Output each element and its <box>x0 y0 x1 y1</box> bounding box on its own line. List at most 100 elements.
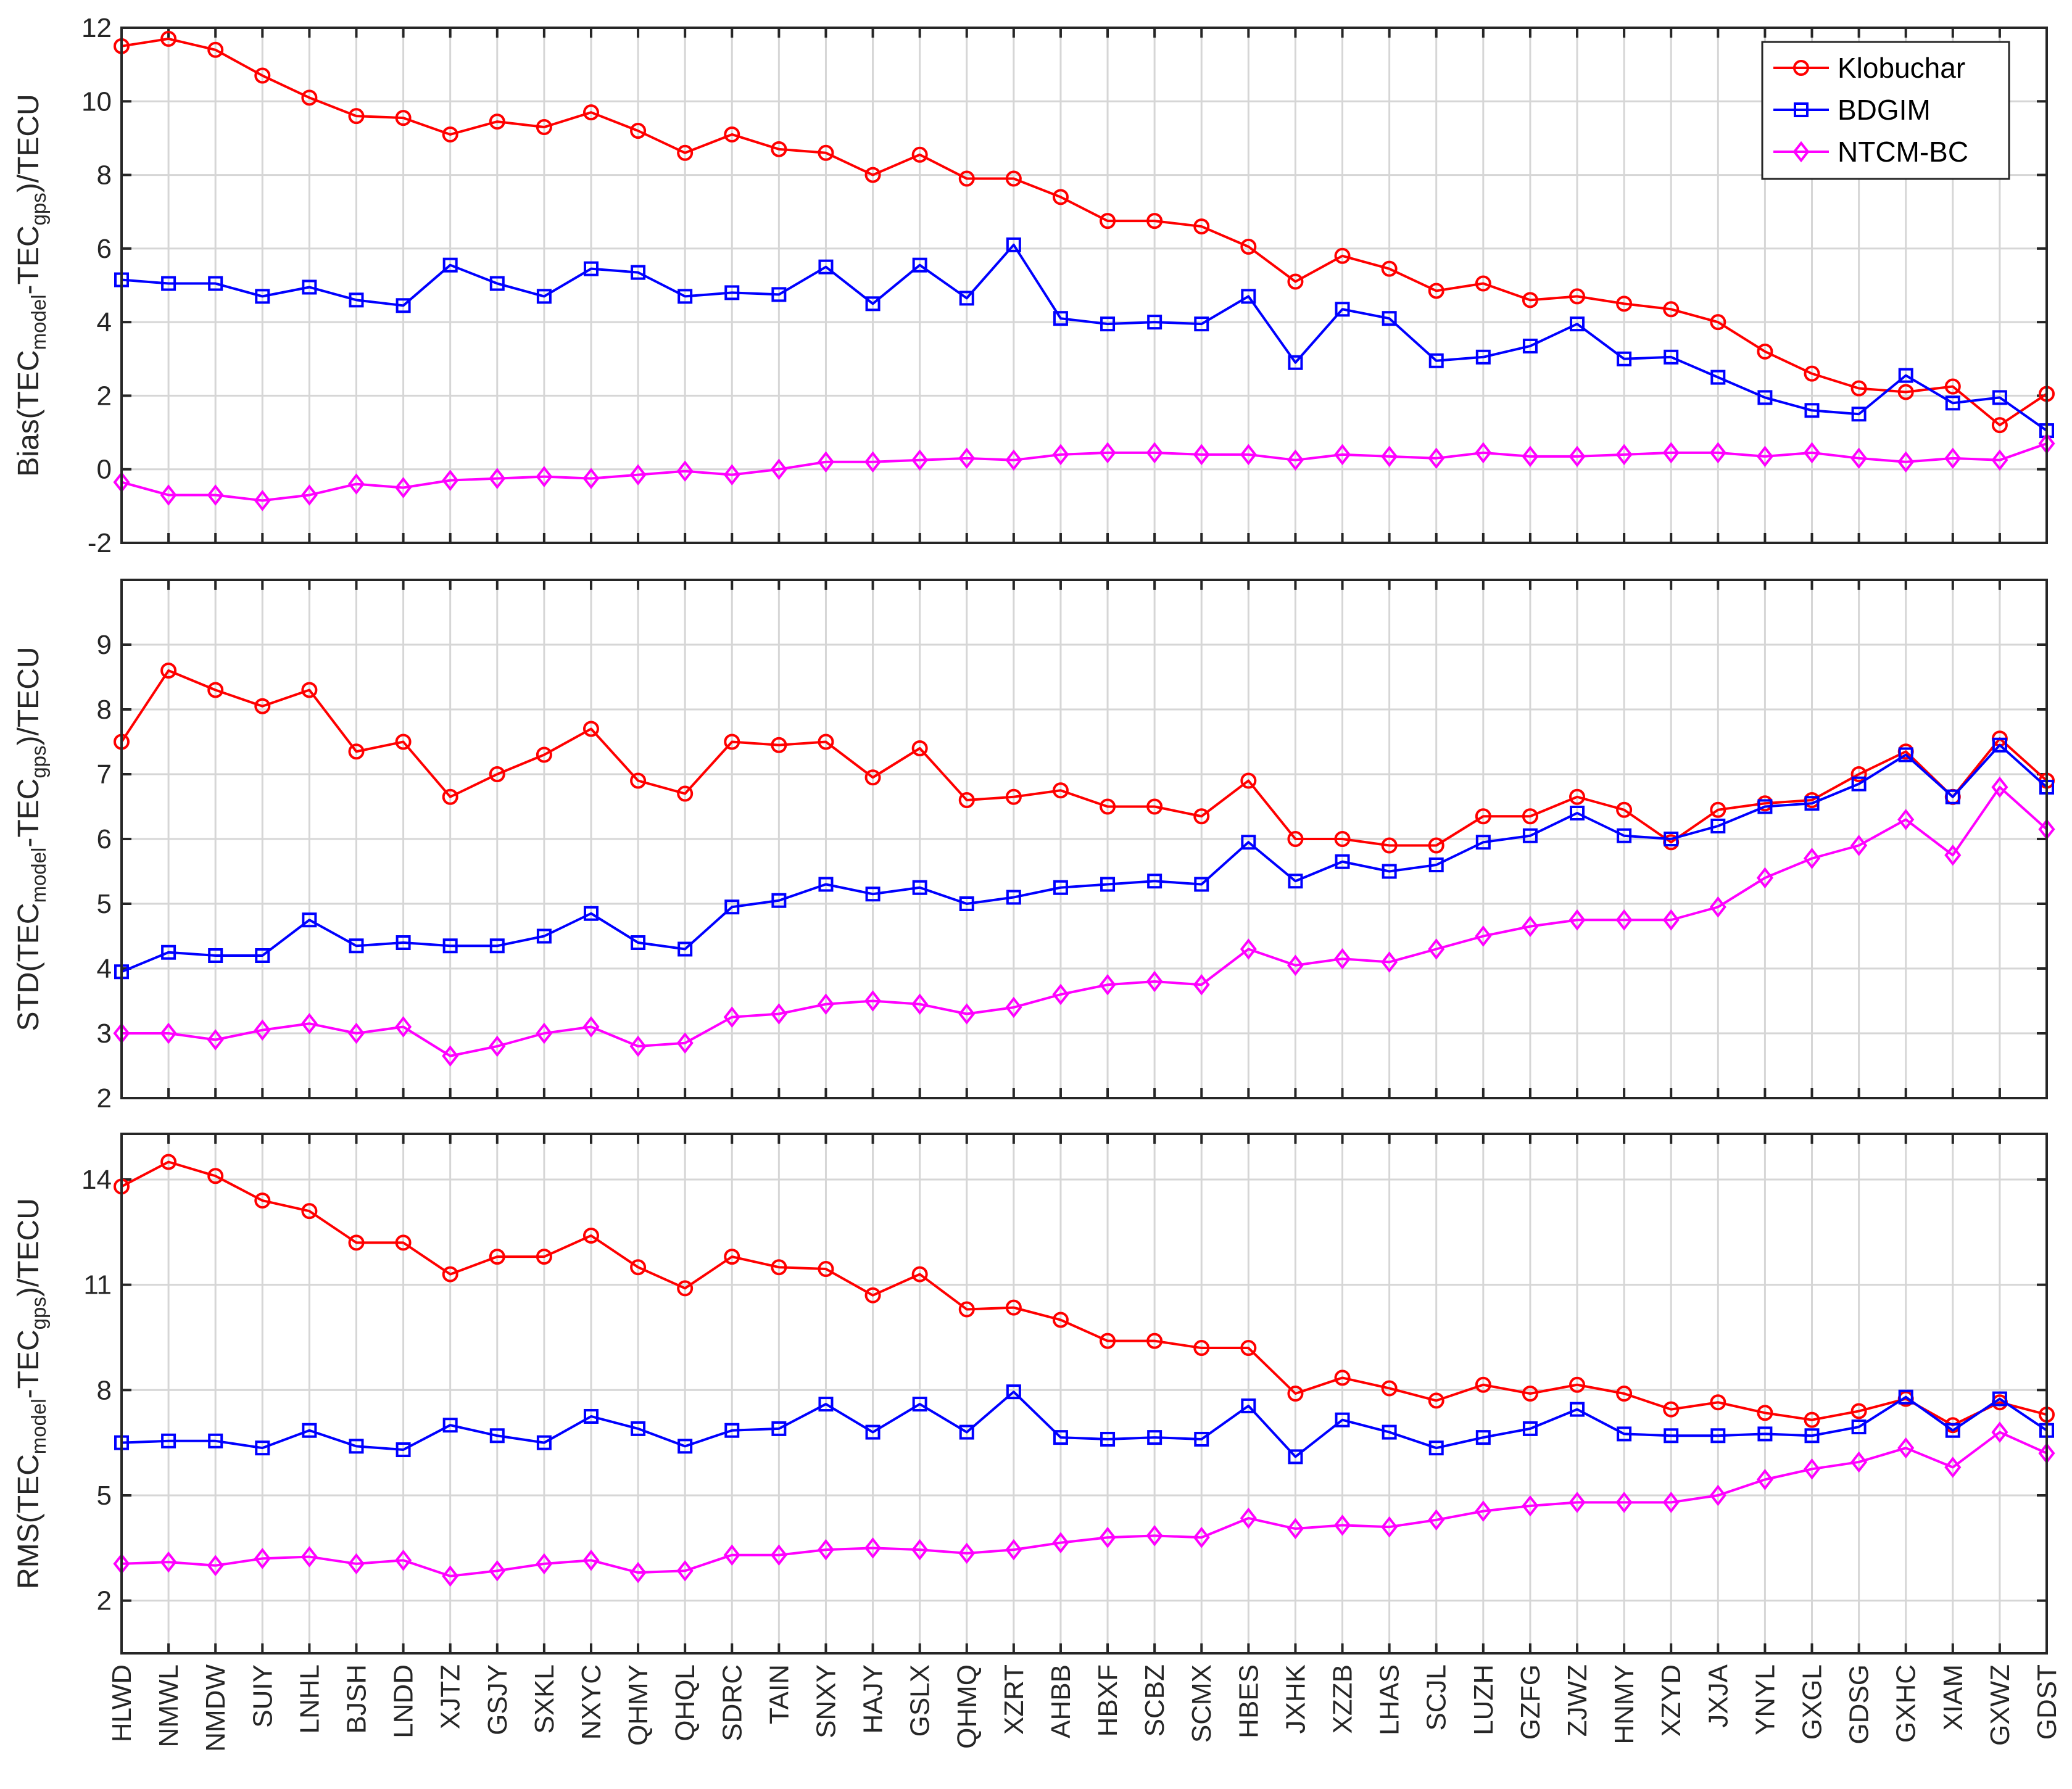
data-point <box>724 285 740 300</box>
y-tick-label: 5 <box>97 1481 112 1511</box>
data-point <box>1100 1431 1116 1447</box>
series-line-klobuchar <box>121 37 2048 427</box>
data-point <box>911 1539 929 1561</box>
data-point <box>1945 789 1960 804</box>
x-axis-labels: HLWD NMWL NMDW SUIY LNHL BJSH LNDD XJTZ GSJY SXKL… <box>107 1664 2062 1751</box>
x-tick-label: JXJA <box>1703 1664 1733 1727</box>
data-point <box>160 1154 177 1170</box>
data-point <box>818 259 834 275</box>
series-klobuchar <box>114 663 2055 854</box>
data-point <box>677 785 694 802</box>
data-point <box>1803 848 1821 869</box>
data-point <box>1146 1525 1163 1547</box>
data-point <box>1663 1401 1680 1418</box>
data-point <box>1897 451 1915 473</box>
data-point <box>536 119 552 136</box>
data-point <box>1475 349 1491 365</box>
x-tick-label: LNDD <box>389 1664 419 1738</box>
x-tick-label: SCBZ <box>1140 1664 1170 1737</box>
x-tick-label: GZFG <box>1515 1664 1546 1740</box>
data-point <box>1569 909 1586 931</box>
data-point <box>864 451 882 473</box>
data-point <box>1333 444 1351 466</box>
data-point <box>911 1266 928 1283</box>
data-point <box>1569 1492 1586 1513</box>
data-point <box>724 899 740 915</box>
data-point <box>770 458 787 480</box>
data-point <box>1522 808 1538 825</box>
data-point <box>771 1259 787 1276</box>
data-point <box>1288 355 1303 370</box>
data-point <box>1146 442 1163 464</box>
data-point <box>1757 390 1773 405</box>
data-point <box>1757 799 1773 814</box>
data-point <box>1194 877 1209 892</box>
data-point <box>1522 915 1539 937</box>
data-point <box>1194 1431 1209 1447</box>
data-point <box>442 1565 459 1587</box>
data-point <box>1193 1340 1210 1357</box>
data-point <box>864 990 882 1012</box>
x-tick-label: HBXF <box>1093 1664 1123 1737</box>
data-point <box>1850 766 1867 782</box>
x-tick-label: QHMQ <box>952 1664 982 1749</box>
data-point <box>442 788 458 805</box>
y-tick-label: 6 <box>97 234 112 264</box>
x-tick-label: AHBB <box>1046 1664 1076 1738</box>
data-point <box>1428 353 1444 368</box>
data-point <box>1569 288 1586 305</box>
x-tick-label: QHQL <box>670 1664 700 1741</box>
data-point <box>1240 772 1257 789</box>
data-point <box>630 123 647 139</box>
data-point <box>395 110 412 126</box>
data-point <box>1240 938 1257 960</box>
data-point <box>1428 837 1444 854</box>
data-point <box>207 484 224 506</box>
data-point <box>348 743 365 760</box>
data-point <box>302 1423 317 1438</box>
x-tick-label: XIAM <box>1938 1664 1968 1731</box>
data-point <box>1146 1332 1163 1349</box>
data-point <box>1005 1539 1022 1561</box>
x-tick-label: NMWL <box>154 1664 184 1747</box>
data-point <box>1052 1312 1069 1328</box>
data-point <box>1194 316 1209 332</box>
data-point <box>302 912 317 928</box>
y-tick-label: 8 <box>97 160 112 191</box>
data-point <box>442 257 458 273</box>
data-point <box>865 886 881 902</box>
data-point <box>1851 776 1867 791</box>
x-tick-label: XZRT <box>999 1664 1029 1735</box>
data-point <box>301 1203 318 1220</box>
data-point <box>1100 213 1116 229</box>
data-point <box>583 261 599 276</box>
data-point <box>300 1013 318 1035</box>
data-point <box>1475 808 1491 825</box>
y-tick-label: 7 <box>97 759 112 790</box>
data-point <box>582 1227 599 1244</box>
data-point <box>1757 1426 1773 1442</box>
y-tick-label: 4 <box>97 307 112 337</box>
data-point <box>1851 1419 1867 1435</box>
data-point <box>677 144 694 161</box>
data-point <box>1334 831 1351 847</box>
data-point <box>1052 1532 1069 1554</box>
data-point <box>1851 407 1867 422</box>
data-point <box>254 1548 271 1569</box>
series-bdgim <box>114 237 2054 439</box>
x-tick-label: GSLX <box>905 1664 935 1737</box>
data-point <box>1335 302 1350 317</box>
data-point <box>1241 1398 1256 1413</box>
data-point <box>1944 378 1961 395</box>
data-point <box>958 170 975 187</box>
data-point <box>1333 948 1351 970</box>
data-point <box>629 464 647 485</box>
data-point <box>911 146 928 163</box>
data-point <box>1898 747 1913 762</box>
data-point <box>1287 449 1304 471</box>
data-point <box>1240 238 1257 255</box>
data-point <box>1382 1424 1397 1440</box>
data-point <box>161 276 176 291</box>
axes-frame <box>120 579 2048 1099</box>
data-point <box>300 484 318 506</box>
